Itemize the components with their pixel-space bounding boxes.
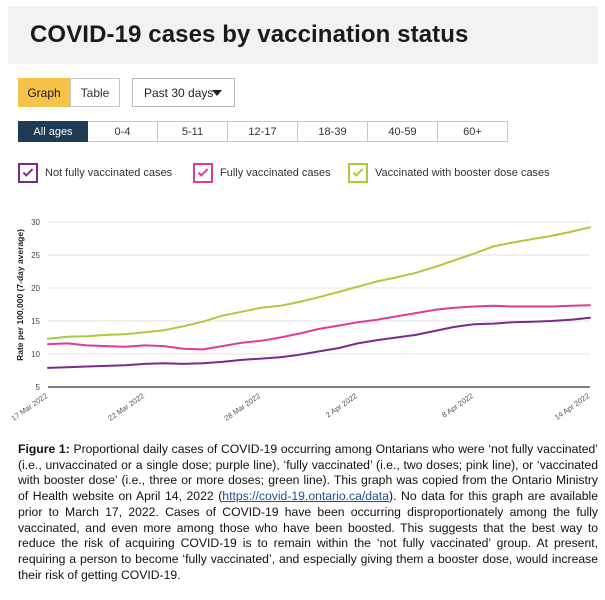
caption-text-continued: ). No data for this graph are available … (18, 489, 598, 582)
legend-label: Vaccinated with booster dose cases (375, 167, 550, 179)
legend-label: Fully vaccinated cases (220, 167, 331, 179)
series-line-0 (47, 226, 591, 340)
x-tick-label: 2 Apr 2022 (324, 391, 359, 419)
age-tab-60-plus[interactable]: 60+ (438, 121, 508, 142)
checkbox-icon[interactable] (348, 163, 368, 183)
period-dropdown[interactable]: Past 30 days (132, 78, 235, 107)
age-filter-tabs: All ages 0-4 5-11 12-17 18-39 40-59 60+ (18, 121, 508, 142)
x-tick-label: 28 Mar 2022 (222, 391, 262, 423)
check-icon (197, 166, 209, 177)
caret-down-icon (212, 90, 222, 96)
graph-view-button[interactable]: Graph (18, 78, 70, 107)
y-tick-label: 5 (36, 383, 41, 392)
y-tick-label: 25 (31, 251, 40, 260)
age-tab-5-11[interactable]: 5-11 (158, 121, 228, 142)
age-tab-all[interactable]: All ages (18, 121, 88, 142)
source-link[interactable]: https://covid-19.ontario.ca/data (222, 489, 389, 504)
grid-lines (48, 221, 590, 388)
series-line-1 (47, 304, 591, 351)
legend-item-booster[interactable]: Vaccinated with booster dose cases (348, 162, 550, 184)
series-line-2 (47, 316, 591, 369)
age-tab-12-17[interactable]: 12-17 (228, 121, 298, 142)
y-tick-label: 15 (31, 317, 40, 326)
checkbox-icon[interactable] (193, 163, 213, 183)
x-tick-label: 17 Mar 2022 (9, 391, 49, 423)
page-title: COVID-19 cases by vaccination status (30, 21, 469, 48)
y-axis-ticks: 5 10 15 20 25 30 (31, 218, 40, 392)
x-tick-label: 22 Mar 2022 (106, 391, 146, 423)
y-axis-label: Rate per 100,000 (7-day average) (15, 229, 25, 361)
title-bar: COVID-19 cases by vaccination status (8, 6, 598, 64)
legend-item-fully-vaccinated[interactable]: Fully vaccinated cases (193, 162, 331, 184)
age-tab-0-4[interactable]: 0-4 (88, 121, 158, 142)
checkbox-icon[interactable] (18, 163, 38, 183)
period-selected-value: Past 30 days (144, 85, 214, 100)
x-tick-label: 8 Apr 2022 (440, 391, 475, 419)
age-tab-40-59[interactable]: 40-59 (368, 121, 438, 142)
chart-legend: Not fully vaccinated cases Fully vaccina… (18, 162, 598, 184)
y-tick-label: 10 (31, 350, 40, 359)
x-axis-ticks: 17 Mar 2022 22 Mar 2022 28 Mar 2022 2 Apr 2… (9, 391, 591, 423)
caption-text: Proportional daily cases of COVID-19 occ… (18, 442, 598, 504)
x-tick-label: 14 Apr 2022 (553, 391, 591, 422)
y-tick-label: 20 (31, 284, 40, 293)
check-icon (352, 166, 364, 177)
figure-label: Figure 1: (18, 442, 70, 456)
view-toggle: Graph Table (18, 78, 120, 107)
legend-label: Not fully vaccinated cases (45, 167, 173, 179)
series-lines (47, 226, 591, 369)
line-chart: 5 10 15 20 25 30 Rate per 100,000 (7-day aver… (9, 218, 591, 423)
age-tab-18-39[interactable]: 18-39 (298, 121, 368, 142)
legend-item-not-fully-vaccinated[interactable]: Not fully vaccinated cases (18, 162, 172, 184)
check-icon (22, 166, 34, 177)
table-view-button[interactable]: Table (70, 78, 120, 107)
y-tick-label: 30 (31, 218, 40, 227)
figure-caption: Figure 1: Proportional daily cases of CO… (18, 442, 598, 583)
